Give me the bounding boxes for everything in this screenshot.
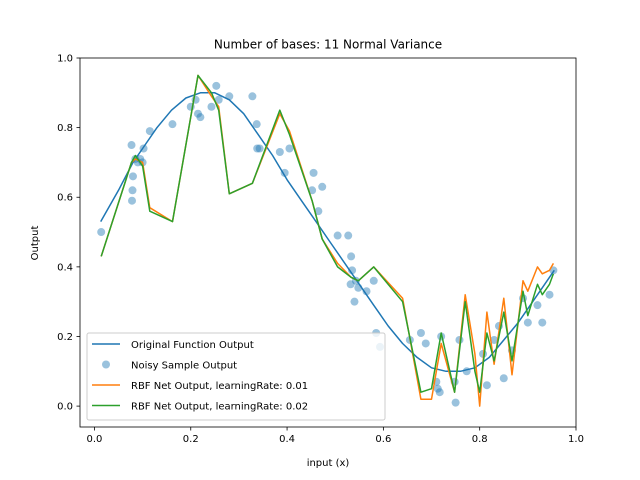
data-point: [350, 297, 359, 306]
data-point: [482, 381, 491, 390]
x-tick-label: 1.0: [568, 434, 584, 445]
data-point: [309, 168, 318, 177]
legend-entry: Noisy Sample Output: [102, 360, 237, 372]
data-point: [127, 141, 136, 150]
legend-label: Original Function Output: [131, 340, 254, 351]
y-tick-label: 0.0: [57, 402, 73, 413]
data-point: [499, 374, 508, 383]
series-0: [100, 92, 555, 373]
data-point: [128, 186, 137, 195]
series-line: [100, 92, 555, 373]
legend-label: RBF Net Output, learningRate: 0.02: [131, 402, 308, 413]
data-point: [285, 144, 294, 153]
y-tick-label: 0.8: [57, 123, 73, 134]
data-point: [416, 329, 425, 338]
data-point: [545, 290, 554, 299]
data-point: [275, 147, 284, 156]
data-point: [196, 113, 205, 122]
data-point: [346, 280, 355, 289]
data-point: [421, 339, 430, 348]
data-point: [314, 207, 323, 216]
y-tick-label: 0.2: [57, 332, 73, 343]
x-tick-label: 0.2: [183, 434, 199, 445]
legend: Original Function Output Noisy Sample Out…: [86, 332, 386, 421]
data-point: [348, 266, 357, 275]
data-point: [128, 196, 137, 205]
data-point: [248, 92, 257, 101]
data-point: [538, 318, 547, 327]
data-point: [207, 102, 216, 111]
axes: 0.0 0.2 0.4 0.6 0.8 1.0 0.0 0.2 0.4 0.6 0.8 1.0: [57, 54, 584, 446]
x-tick-label: 0.4: [279, 434, 295, 445]
series-line: [100, 74, 555, 393]
data-point: [451, 398, 460, 407]
data-point: [145, 127, 154, 136]
data-point: [333, 231, 342, 240]
legend-marker: [102, 360, 110, 369]
x-tick-label: 0.0: [86, 434, 102, 445]
legend-label: RBF Net Output, learningRate: 0.01: [131, 381, 308, 392]
data-point: [128, 172, 137, 181]
data-point: [533, 301, 542, 310]
series-3: [100, 74, 555, 393]
legend-entry: RBF Net Output, learningRate: 0.01: [92, 381, 308, 392]
y-axis-label: Output: [30, 226, 41, 261]
data-point: [318, 182, 327, 191]
x-tick-label: 0.6: [375, 434, 391, 445]
data-point: [139, 144, 148, 153]
axes-frame: [79, 57, 577, 428]
data-point: [433, 384, 442, 393]
data-point: [253, 144, 262, 153]
data-point: [193, 109, 202, 118]
data-point: [344, 231, 353, 240]
data-point: [225, 92, 234, 101]
y-tick-label: 0.6: [57, 193, 73, 204]
data-point: [490, 335, 499, 344]
y-tick-label: 0.4: [57, 262, 73, 273]
y-tick-label: 1.0: [57, 54, 73, 65]
data-point: [523, 318, 532, 327]
data-point: [255, 144, 264, 153]
x-tick-label: 0.8: [472, 434, 488, 445]
data-point: [280, 168, 289, 177]
legend-label: Noisy Sample Output: [131, 361, 237, 372]
data-point: [168, 120, 177, 129]
data-point: [347, 252, 356, 261]
legend-box: [86, 332, 386, 421]
data-point: [212, 81, 221, 90]
data-point: [369, 276, 378, 285]
chart-title: Number of bases: 11 Normal Variance: [214, 38, 442, 52]
data-point: [354, 283, 363, 292]
data-point: [435, 388, 444, 397]
data-point: [362, 287, 371, 296]
data-point: [462, 367, 471, 376]
legend-entry: RBF Net Output, learningRate: 0.02: [92, 402, 308, 413]
data-point: [252, 120, 261, 129]
x-axis-label: input (x): [307, 458, 350, 469]
data-point: [97, 228, 106, 237]
data-point: [214, 95, 223, 104]
legend-entry: Original Function Output: [92, 340, 254, 351]
